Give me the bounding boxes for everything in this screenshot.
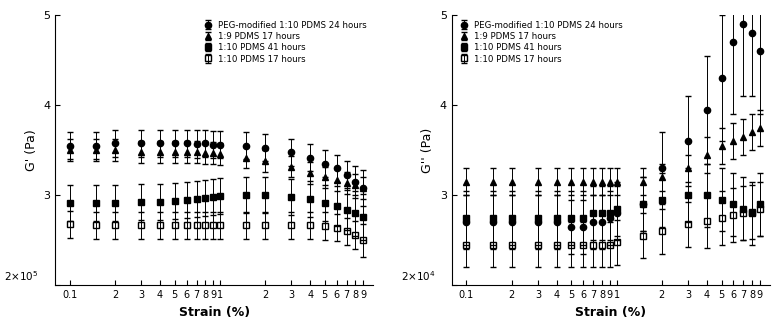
Text: 2×10$^4$: 2×10$^4$: [401, 269, 436, 283]
Text: 2×10$^5$: 2×10$^5$: [4, 269, 39, 283]
Legend: PEG-modified 1:10 PDMS 24 hours, 1:9 PDMS 17 hours, 1:10 PDMS 41 hours, 1:10 PDM: PEG-modified 1:10 PDMS 24 hours, 1:9 PDM…: [456, 19, 625, 65]
X-axis label: Strain (%): Strain (%): [576, 306, 647, 319]
Y-axis label: G'' (Pa): G'' (Pa): [421, 128, 434, 173]
X-axis label: Strain (%): Strain (%): [179, 306, 250, 319]
Y-axis label: G' (Pa): G' (Pa): [24, 129, 37, 171]
Legend: PEG-modified 1:10 PDMS 24 hours, 1:9 PDMS 17 hours, 1:10 PDMS 41 hours, 1:10 PDM: PEG-modified 1:10 PDMS 24 hours, 1:9 PDM…: [200, 19, 369, 65]
